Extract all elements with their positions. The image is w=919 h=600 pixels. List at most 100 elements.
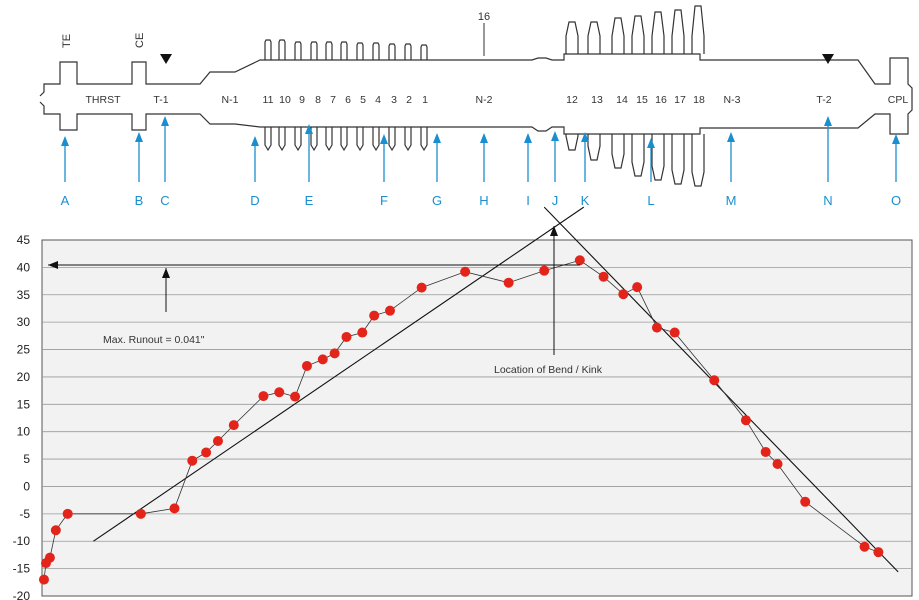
blade-bottom-left bbox=[264, 127, 272, 152]
location-letter: F bbox=[380, 193, 388, 208]
blade-bottom-right bbox=[611, 134, 625, 169]
data-point bbox=[539, 265, 550, 276]
runout-chart: 45 40 35 30 25 20 15 10 5 0 -5 -10 -15 -20 Max. Runou… bbox=[13, 206, 913, 600]
blade-bottom-right bbox=[565, 134, 579, 151]
data-point bbox=[574, 255, 585, 266]
location-letter: J bbox=[552, 193, 559, 208]
section-label: N-1 bbox=[222, 94, 239, 106]
y-tick-label: -15 bbox=[13, 562, 31, 576]
data-point bbox=[38, 574, 49, 585]
blade-bottom-left bbox=[404, 127, 412, 152]
data-point bbox=[201, 447, 212, 458]
stage-number: 12 bbox=[566, 94, 578, 106]
y-tick-label: 20 bbox=[17, 370, 31, 384]
y-tick-label: -5 bbox=[19, 507, 30, 521]
blade-top-right bbox=[671, 9, 685, 54]
blade-bottom-left bbox=[340, 127, 348, 152]
label-stage-16: 16 bbox=[478, 11, 490, 23]
location-letter: G bbox=[432, 193, 442, 208]
blade-top-left bbox=[278, 39, 286, 60]
rotor-drawing bbox=[39, 5, 913, 187]
data-point bbox=[800, 496, 811, 507]
blades-top-right bbox=[565, 5, 705, 54]
y-tick-labels: 45 40 35 30 25 20 15 10 5 0 -5 -10 -15 -20 bbox=[13, 233, 31, 600]
blade-top-left bbox=[264, 39, 272, 60]
data-point bbox=[651, 322, 662, 333]
blade-bottom-left bbox=[420, 127, 428, 152]
blade-bottom-left bbox=[388, 127, 396, 152]
stage-number: 1 bbox=[422, 94, 428, 106]
data-point bbox=[341, 331, 352, 342]
stage-number: 5 bbox=[360, 94, 366, 106]
location-arrowhead bbox=[581, 132, 589, 142]
plot-background bbox=[41, 239, 913, 597]
location-arrowhead bbox=[892, 134, 900, 144]
data-point bbox=[258, 391, 269, 402]
data-point bbox=[669, 327, 680, 338]
location-arrowhead bbox=[647, 138, 655, 148]
y-tick-label: 5 bbox=[23, 452, 30, 466]
stage-labels: 11 10 9 8 7 6 5 4 3 2 1 12 13 14 15 16 17 18 bbox=[263, 94, 705, 106]
blade-bottom-right bbox=[631, 134, 645, 177]
data-point bbox=[301, 360, 312, 371]
location-arrowhead bbox=[824, 116, 832, 126]
stage-number: 3 bbox=[391, 94, 397, 106]
data-point bbox=[632, 282, 643, 293]
data-point bbox=[169, 503, 180, 514]
blade-top-right bbox=[611, 17, 625, 54]
data-point bbox=[709, 375, 720, 386]
y-tick-label: 10 bbox=[17, 425, 31, 439]
location-arrowhead bbox=[524, 133, 532, 143]
data-point bbox=[385, 305, 395, 316]
stage-number: 11 bbox=[263, 94, 274, 106]
location-arrowhead bbox=[251, 136, 259, 146]
section-label: N-3 bbox=[724, 94, 741, 106]
section-label: T-2 bbox=[816, 94, 831, 106]
blade-top-left bbox=[356, 42, 364, 60]
stage-number: 14 bbox=[616, 94, 628, 106]
location-letter: E bbox=[305, 193, 314, 208]
data-point bbox=[416, 282, 427, 293]
stage-number: 16 bbox=[655, 94, 667, 106]
blade-top-left bbox=[294, 41, 302, 60]
location-arrowhead bbox=[480, 133, 488, 143]
max-runout-note: Max. Runout = 0.041" bbox=[103, 334, 205, 346]
blade-top-left bbox=[404, 43, 412, 60]
stage-number: 15 bbox=[636, 94, 648, 106]
location-arrowhead bbox=[380, 134, 388, 144]
stage-number: 2 bbox=[406, 94, 412, 106]
bearing-marker-t2 bbox=[822, 54, 834, 64]
bend-leader-arrowhead bbox=[550, 226, 558, 236]
label-ce: CE bbox=[134, 33, 146, 48]
blades-bottom-left bbox=[264, 127, 428, 152]
blade-bottom-left bbox=[278, 127, 286, 152]
blades-bottom-right bbox=[565, 134, 705, 187]
location-arrowhead bbox=[433, 133, 441, 143]
stage-number: 13 bbox=[591, 94, 603, 106]
location-letter: A bbox=[61, 193, 70, 208]
section-labels: THRST T-1 N-1 N-2 N-3 T-2 CPL bbox=[86, 94, 909, 106]
rotor-outline-top bbox=[39, 53, 913, 100]
location-arrowhead bbox=[305, 124, 313, 134]
data-point bbox=[760, 446, 771, 457]
data-point bbox=[212, 436, 223, 447]
blade-top-right bbox=[565, 21, 579, 54]
bend-location-note: Location of Bend / Kink bbox=[494, 364, 603, 376]
location-arrows: A B C D E F G H I J K L M N O bbox=[61, 116, 901, 208]
data-point bbox=[873, 547, 884, 558]
location-letter: H bbox=[479, 193, 488, 208]
stage-number: 7 bbox=[330, 94, 336, 106]
blade-bottom-right bbox=[691, 134, 705, 187]
runout-series bbox=[38, 255, 884, 585]
grid-lines bbox=[42, 266, 912, 570]
rotor-outline-bottom bbox=[39, 100, 913, 135]
data-point bbox=[460, 266, 471, 277]
section-label: N-2 bbox=[476, 94, 493, 106]
section-label: CPL bbox=[888, 94, 909, 106]
y-tick-label: -20 bbox=[13, 589, 31, 600]
blade-bottom-right bbox=[671, 134, 685, 185]
section-label: THRST bbox=[86, 94, 122, 106]
section-label: T-1 bbox=[153, 94, 168, 106]
fit-line bbox=[93, 206, 585, 542]
